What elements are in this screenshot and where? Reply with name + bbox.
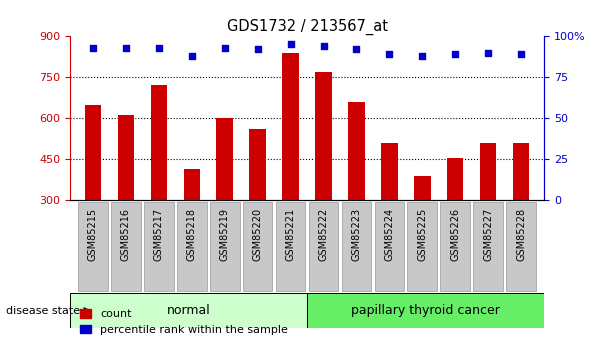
Bar — [414, 176, 430, 200]
Bar — [480, 143, 496, 200]
Text: GSM85228: GSM85228 — [516, 208, 526, 261]
FancyBboxPatch shape — [276, 202, 305, 292]
Bar — [316, 72, 332, 200]
Point — [516, 51, 526, 57]
Bar — [249, 129, 266, 200]
Text: disease state ▶: disease state ▶ — [6, 306, 92, 315]
Bar — [151, 85, 167, 200]
Text: normal: normal — [167, 304, 210, 317]
Text: GSM85217: GSM85217 — [154, 208, 164, 261]
FancyBboxPatch shape — [177, 202, 207, 292]
Point — [220, 45, 230, 50]
Point — [253, 47, 263, 52]
Bar — [348, 102, 365, 200]
FancyBboxPatch shape — [243, 202, 272, 292]
Bar — [118, 116, 134, 200]
Text: GSM85216: GSM85216 — [121, 208, 131, 260]
FancyBboxPatch shape — [375, 202, 404, 292]
Legend: count, percentile rank within the sample: count, percentile rank within the sample — [75, 305, 292, 339]
Bar — [282, 52, 299, 200]
Point — [351, 47, 361, 52]
Point — [286, 42, 295, 47]
Text: GSM85221: GSM85221 — [286, 208, 295, 261]
FancyBboxPatch shape — [440, 202, 470, 292]
Text: GSM85219: GSM85219 — [219, 208, 230, 260]
Text: GSM85226: GSM85226 — [451, 208, 460, 261]
FancyBboxPatch shape — [506, 202, 536, 292]
Point — [121, 45, 131, 50]
Text: GSM85224: GSM85224 — [384, 208, 395, 261]
Bar — [184, 169, 200, 200]
Title: GDS1732 / 213567_at: GDS1732 / 213567_at — [227, 19, 387, 35]
Bar — [70, 293, 307, 328]
FancyBboxPatch shape — [111, 202, 140, 292]
Text: GSM85215: GSM85215 — [88, 208, 98, 261]
Point — [451, 51, 460, 57]
Point — [319, 43, 328, 49]
Point — [154, 45, 164, 50]
Point — [384, 51, 394, 57]
FancyBboxPatch shape — [144, 202, 174, 292]
Point — [483, 50, 493, 55]
Text: GSM85222: GSM85222 — [319, 208, 328, 261]
Point — [418, 53, 427, 59]
Text: GSM85225: GSM85225 — [417, 208, 427, 261]
FancyBboxPatch shape — [210, 202, 240, 292]
FancyBboxPatch shape — [78, 202, 108, 292]
FancyBboxPatch shape — [309, 202, 338, 292]
Point — [187, 53, 196, 59]
Bar — [447, 158, 463, 200]
Text: papillary thyroid cancer: papillary thyroid cancer — [351, 304, 500, 317]
Text: GSM85218: GSM85218 — [187, 208, 197, 260]
Point — [88, 45, 98, 50]
Bar — [513, 143, 530, 200]
Text: GSM85227: GSM85227 — [483, 208, 493, 261]
Bar — [307, 293, 544, 328]
FancyBboxPatch shape — [407, 202, 437, 292]
FancyBboxPatch shape — [342, 202, 371, 292]
Bar — [381, 143, 398, 200]
Bar — [85, 105, 101, 200]
FancyBboxPatch shape — [474, 202, 503, 292]
Text: GSM85223: GSM85223 — [351, 208, 361, 261]
Text: GSM85220: GSM85220 — [253, 208, 263, 261]
Bar — [216, 118, 233, 200]
